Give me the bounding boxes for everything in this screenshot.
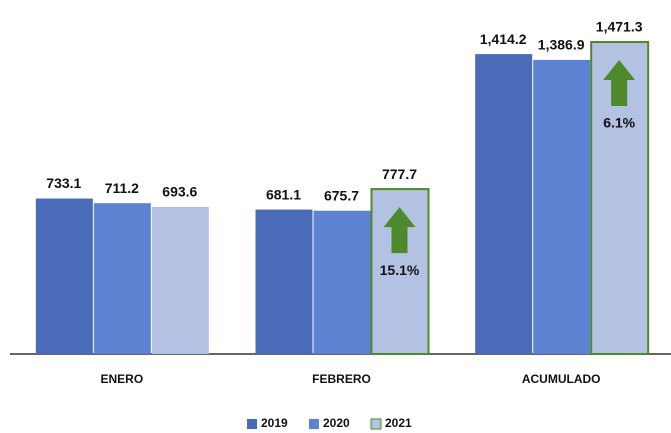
bar — [313, 210, 371, 354]
data-label: 711.2 — [105, 180, 139, 196]
legend-label: 2019 — [261, 416, 288, 430]
legend-label: 2021 — [385, 416, 412, 430]
arrow-icon — [383, 207, 416, 254]
legend-swatch — [247, 419, 257, 429]
x-tick-label: ENERO — [100, 372, 143, 386]
x-tick-label: ACUMULADO — [522, 372, 601, 386]
legend-swatch — [370, 418, 382, 430]
bar — [93, 203, 151, 354]
bar — [533, 59, 591, 354]
data-label: 1,414.2 — [480, 31, 527, 47]
legend-label: 2020 — [323, 416, 350, 430]
bar — [475, 54, 533, 355]
data-label: 1,471.3 — [596, 19, 643, 35]
x-tick-label: FEBRERO — [312, 372, 371, 386]
data-label: 1,386.9 — [538, 37, 585, 53]
bar — [35, 198, 93, 354]
annotation: 15.1% — [380, 262, 420, 278]
data-label: 681.1 — [266, 186, 301, 202]
arrow-icon — [603, 60, 636, 106]
data-label: 777.7 — [382, 166, 417, 182]
bar — [151, 206, 209, 354]
bar — [255, 209, 313, 354]
legend-swatch — [309, 419, 319, 429]
annotation: 6.1% — [603, 115, 635, 131]
data-label: 675.7 — [324, 187, 359, 203]
data-label: 733.1 — [46, 175, 81, 191]
data-label: 693.6 — [162, 184, 197, 200]
